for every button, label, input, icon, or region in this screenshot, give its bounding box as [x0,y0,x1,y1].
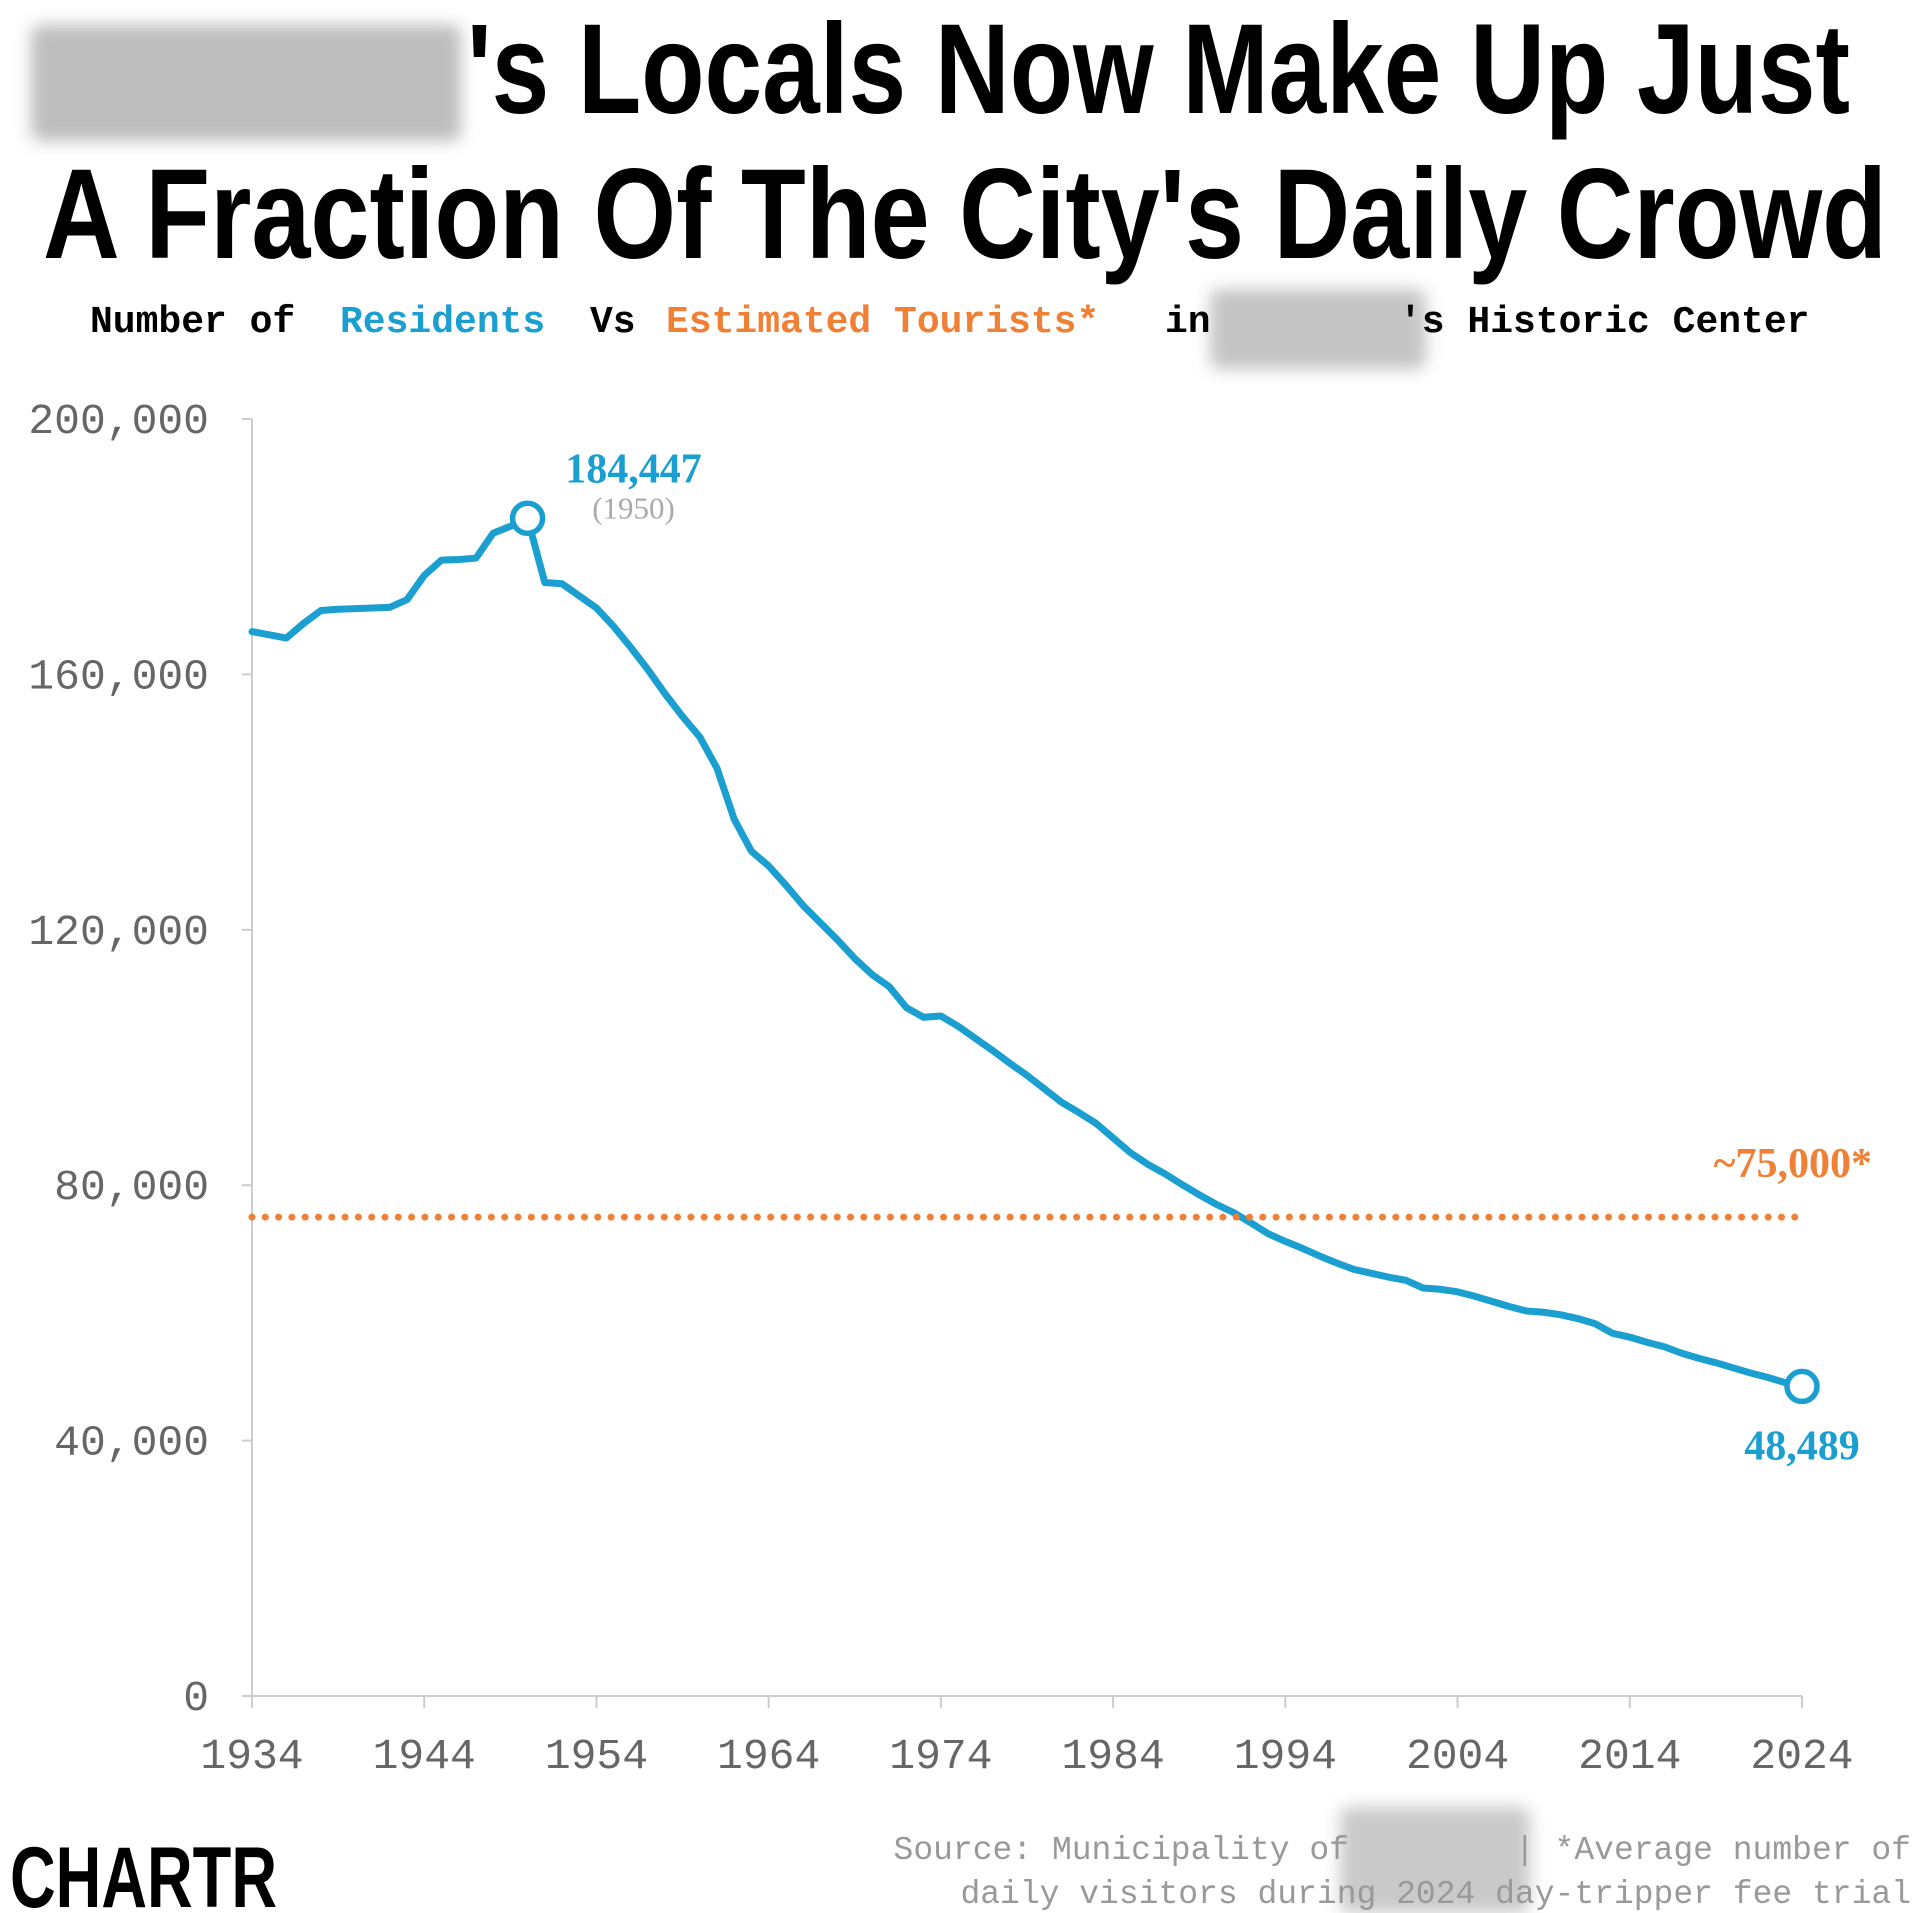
subtitle-text: in [1165,301,1211,344]
subtitle-text: Vs [590,301,636,344]
subtitle-text: 's Historic Center [1399,301,1809,344]
legend-entry: Residents [340,301,545,344]
x-tick-label: 2024 [1750,1732,1853,1781]
redaction [1340,1807,1530,1913]
y-tick-label: 40,000 [54,1419,209,1468]
x-tick-label: 1994 [1234,1732,1337,1781]
y-tick-label: 80,000 [54,1163,209,1212]
series-line [248,514,1806,1390]
redaction [1210,289,1426,369]
y-tick-label: 0 [183,1674,209,1723]
subtitle: Number of Residents Vs Estimated Tourist… [90,301,1809,344]
x-tick-label: 1934 [200,1732,303,1781]
x-tick-label: 1964 [717,1732,820,1781]
y-tick-label: 200,000 [28,397,209,446]
x-tick-label: 1974 [889,1732,992,1781]
point-marker [509,500,546,537]
source: daily visitors during 2024 day-tripper f… [960,1876,1911,1913]
plot-area: 0 40,000 80,000 120,000 160,000 200,000 1934 19… [28,397,1872,1781]
y-tick-label: 120,000 [28,908,209,957]
y-tick-label: 160,000 [28,652,209,701]
x-tick-label: 2014 [1578,1732,1681,1781]
legend-entry: Estimated Tourists* [666,301,1099,344]
source: Source: Municipality of [894,1832,1349,1869]
chart-title: A Fraction Of The City's Daily Crowd [43,143,1887,286]
x-tick-label: 1944 [373,1732,476,1781]
x-tick-label: 1984 [1062,1732,1165,1781]
data-label: ~75,000* [1714,1141,1872,1187]
data-label: 48,489 [1744,1423,1860,1469]
logo: CHARTR [10,1830,277,1913]
redaction [31,25,461,141]
x-tick-label: 2004 [1406,1732,1509,1781]
source: | *Average number of [1515,1832,1911,1869]
chart-title: 's Locals Now Make Up Just [467,0,1850,141]
data-label: 184,447 [565,446,702,492]
x-tick-label: 1954 [545,1732,648,1781]
annotation: (1950) [592,490,675,525]
point-marker [1784,1368,1820,1405]
subtitle-text: Number of [90,301,295,344]
